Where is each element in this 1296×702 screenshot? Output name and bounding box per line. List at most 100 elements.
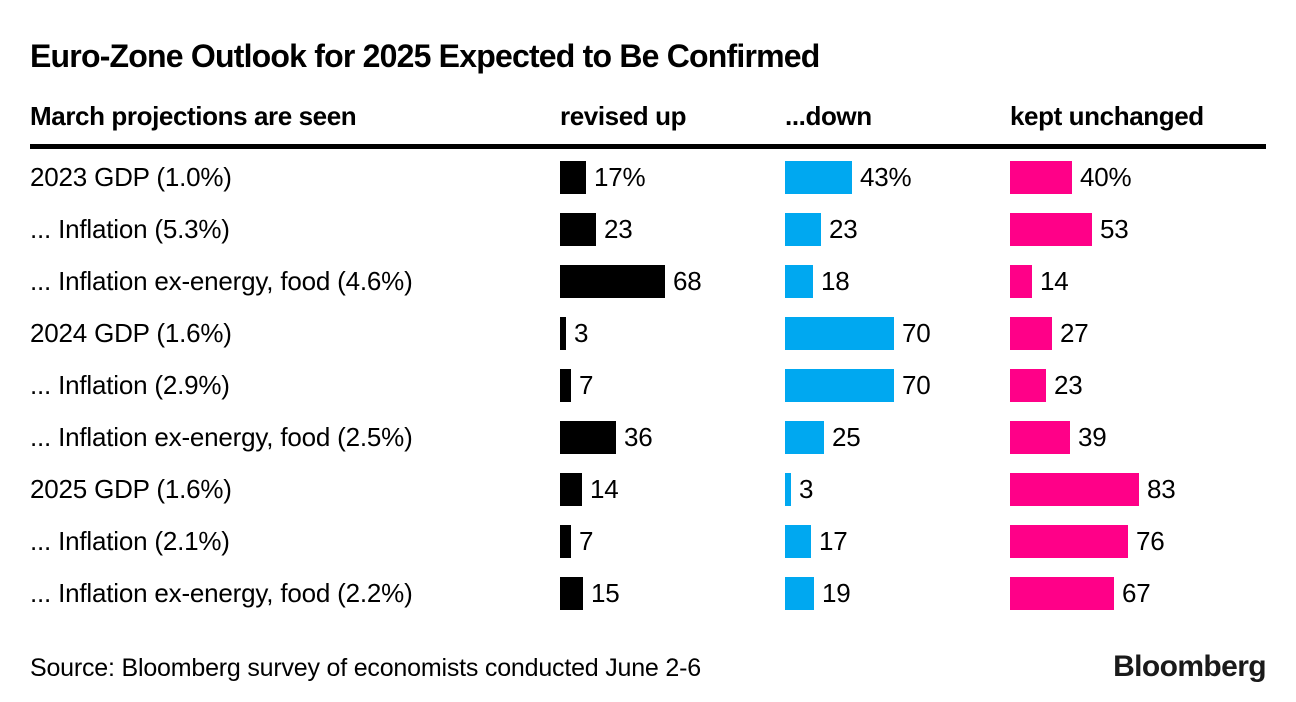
bar-cell: 27 — [1010, 316, 1266, 350]
bar-value: 27 — [1060, 317, 1089, 348]
kept-unchanged-bar — [1010, 524, 1128, 558]
row-label: ... Inflation ex-energy, food (2.2%) — [30, 577, 413, 608]
bar-value: 7 — [579, 369, 594, 400]
down-bar — [785, 368, 894, 402]
revised-up-bar — [560, 472, 582, 506]
revised-up-bar — [560, 264, 665, 298]
bar-cell: 3 — [560, 316, 785, 350]
kept-unchanged-bar — [1010, 160, 1072, 194]
bar-value: 76 — [1136, 525, 1165, 556]
bar-cell: 7 — [560, 524, 785, 558]
bar-value: 23 — [1054, 369, 1083, 400]
bar-value: 70 — [902, 369, 931, 400]
column-header-down: ...down — [785, 101, 872, 131]
bar-cell: 3 — [785, 472, 1010, 506]
column-header-revised-up: revised up — [560, 101, 687, 131]
revised-up-bar — [560, 576, 583, 610]
bloomberg-logo: Bloomberg — [1113, 650, 1267, 683]
bar-cell: 23 — [560, 212, 785, 246]
table-row: ... Inflation ex-energy, food (2.2%) 15 19… — [30, 567, 1266, 619]
table-row: 2024 GDP (1.6%) 3 70 27 — [30, 307, 1266, 359]
kept-unchanged-bar — [1010, 316, 1052, 350]
bar-cell: 36 — [560, 420, 785, 454]
bar-value: 36 — [624, 421, 653, 452]
row-label: 2023 GDP (1.0%) — [30, 161, 232, 192]
row-label: ... Inflation (2.9%) — [30, 369, 230, 400]
chart-title: Euro-Zone Outlook for 2025 Expected to B… — [30, 38, 820, 74]
row-label: ... Inflation ex-energy, food (2.5%) — [30, 421, 413, 452]
revised-up-bar — [560, 368, 571, 402]
bar-cell: 39 — [1010, 420, 1266, 454]
bar-value: 70 — [902, 317, 931, 348]
row-label: ... Inflation (2.1%) — [30, 525, 230, 556]
bar-cell: 70 — [785, 368, 1010, 402]
column-header-row: March projections are seen revised up ..… — [30, 101, 1266, 149]
bar-cell: 43% — [785, 160, 1010, 194]
bar-cell: 70 — [785, 316, 1010, 350]
row-label: 2024 GDP (1.6%) — [30, 317, 232, 348]
table-row: ... Inflation (2.1%) 7 17 76 — [30, 515, 1266, 567]
down-bar — [785, 524, 811, 558]
source-note: Source: Bloomberg survey of economists c… — [30, 654, 701, 682]
table-row: ... Inflation ex-energy, food (4.6%) 68 18… — [30, 255, 1266, 307]
bar-value: 83 — [1147, 473, 1176, 504]
down-bar — [785, 576, 814, 610]
bar-value: 23 — [829, 213, 858, 244]
bar-cell: 14 — [1010, 264, 1266, 298]
bar-cell: 19 — [785, 576, 1010, 610]
bar-cell: 40% — [1010, 160, 1266, 194]
down-bar — [785, 316, 894, 350]
bar-value: 25 — [832, 421, 861, 452]
table-row: ... Inflation (2.9%) 7 70 23 — [30, 359, 1266, 411]
bar-value: 43% — [860, 161, 912, 192]
bar-value: 17 — [819, 525, 848, 556]
bar-cell: 76 — [1010, 524, 1266, 558]
kept-unchanged-bar — [1010, 472, 1139, 506]
bar-value: 39 — [1078, 421, 1107, 452]
bar-value: 53 — [1100, 213, 1129, 244]
kept-unchanged-bar — [1010, 264, 1032, 298]
kept-unchanged-bar — [1010, 420, 1070, 454]
column-header-kept-unchanged: kept unchanged — [1010, 101, 1204, 131]
kept-unchanged-bar — [1010, 576, 1114, 610]
table-row: 2025 GDP (1.6%) 14 3 83 — [30, 463, 1266, 515]
bar-cell: 67 — [1010, 576, 1266, 610]
bar-cell: 68 — [560, 264, 785, 298]
bar-cell: 15 — [560, 576, 785, 610]
kept-unchanged-bar — [1010, 368, 1046, 402]
footer: Source: Bloomberg survey of economists c… — [30, 650, 1267, 684]
bar-cell: 23 — [785, 212, 1010, 246]
bar-cell: 23 — [1010, 368, 1266, 402]
table-row: ... Inflation (5.3%) 23 23 53 — [30, 203, 1266, 255]
bar-cell: 17 — [785, 524, 1010, 558]
bar-cell: 53 — [1010, 212, 1266, 246]
bar-cell: 14 — [560, 472, 785, 506]
bar-cell: 7 — [560, 368, 785, 402]
row-label: 2025 GDP (1.6%) — [30, 473, 232, 504]
down-bar — [785, 212, 821, 246]
revised-up-bar — [560, 212, 596, 246]
bar-value: 67 — [1122, 577, 1151, 608]
bar-table: 2023 GDP (1.0%) 17% 43% 40% ... Inflation (5… — [30, 151, 1266, 619]
bar-value: 14 — [1040, 265, 1069, 296]
revised-up-bar — [560, 316, 566, 350]
bar-value: 14 — [590, 473, 619, 504]
bar-value: 19 — [822, 577, 851, 608]
bar-value: 3 — [574, 317, 589, 348]
bar-value: 23 — [604, 213, 633, 244]
table-row: ... Inflation ex-energy, food (2.5%) 36 25… — [30, 411, 1266, 463]
bar-value: 17% — [594, 161, 646, 192]
down-bar — [785, 264, 813, 298]
bar-value: 15 — [591, 577, 620, 608]
bar-cell: 25 — [785, 420, 1010, 454]
table-row: 2023 GDP (1.0%) 17% 43% 40% — [30, 151, 1266, 203]
column-header-categories: March projections are seen — [30, 101, 357, 131]
bar-value: 7 — [579, 525, 594, 556]
revised-up-bar — [560, 420, 616, 454]
bar-value: 40% — [1080, 161, 1132, 192]
down-bar — [785, 420, 824, 454]
bar-value: 3 — [799, 473, 814, 504]
down-bar — [785, 472, 791, 506]
revised-up-bar — [560, 524, 571, 558]
